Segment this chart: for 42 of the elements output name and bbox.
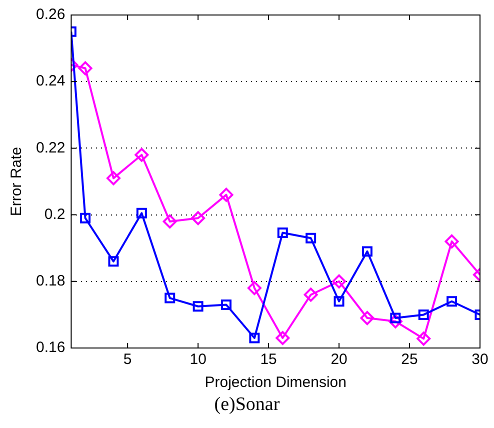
point (136, 208, 147, 218)
point (221, 299, 232, 310)
point (416, 332, 431, 346)
point (192, 301, 204, 312)
point (249, 332, 260, 344)
point (332, 274, 346, 288)
y-axis-title: Error Rate (8, 146, 26, 216)
point (108, 256, 119, 267)
point (164, 292, 176, 304)
y-tick-label: 0.2 (44, 206, 66, 223)
point (247, 281, 262, 296)
point (418, 309, 429, 320)
point (80, 212, 91, 224)
point (106, 171, 120, 186)
y-tick-label: 0.26 (36, 6, 66, 24)
point (277, 228, 288, 238)
x-tick-label: 15 (260, 351, 277, 368)
y-tick-label: 0.16 (36, 339, 66, 356)
y-tick-label: 0.18 (36, 272, 66, 290)
x-tick-label: 5 (123, 351, 132, 368)
point (444, 234, 459, 248)
x-axis-title: Projection Dimension (204, 374, 346, 392)
text: (e)Sonar (213, 394, 281, 416)
point (162, 214, 177, 228)
point (362, 246, 372, 257)
x-tick-label: 20 (330, 351, 348, 368)
point (276, 331, 290, 346)
point (446, 296, 458, 307)
point (334, 296, 344, 307)
x-tick-label: 10 (190, 351, 206, 368)
point (304, 288, 318, 302)
point (219, 188, 234, 202)
y-tick-label: 0.22 (36, 139, 66, 156)
point (78, 61, 92, 76)
point (388, 314, 402, 328)
x-tick-label: 30 (472, 351, 488, 368)
point (191, 211, 206, 226)
point (306, 232, 316, 244)
y-tick-label: 0.24 (36, 72, 66, 90)
point (360, 311, 374, 326)
point (134, 148, 149, 162)
x-tick-label: 25 (401, 351, 418, 368)
